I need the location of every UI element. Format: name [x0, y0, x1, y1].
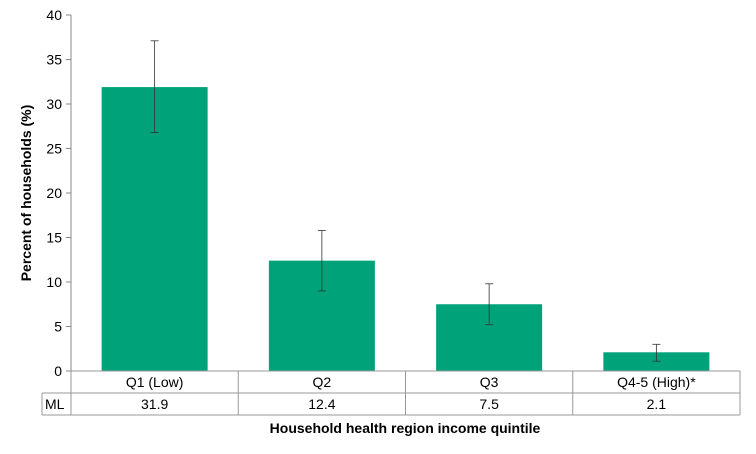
- category-label: Q1 (Low): [126, 374, 184, 390]
- y-tick-label: 40: [46, 7, 62, 23]
- bar-1: [101, 87, 208, 371]
- y-axis-title: Percent of households (%): [18, 105, 34, 282]
- y-tick-label: 20: [46, 185, 62, 201]
- error-bars-group: [150, 40, 661, 362]
- category-label: Q3: [480, 374, 499, 390]
- category-label: Q4-5 (High)*: [617, 374, 696, 390]
- x-axis-title: Household health region income quintile: [270, 420, 541, 436]
- table-value-cell: 31.9: [141, 396, 168, 412]
- y-tick-label: 25: [46, 141, 62, 157]
- table-value-cell: 12.4: [308, 396, 335, 412]
- bars-group: [101, 87, 710, 371]
- y-axis-ticks: 0 5 10 15 20 25 30 35 40: [46, 7, 71, 379]
- y-tick-label: 15: [46, 230, 62, 246]
- table-row-label: ML: [45, 396, 65, 412]
- table-value-cell: 7.5: [479, 396, 499, 412]
- y-tick-label: 5: [54, 319, 62, 335]
- data-table: Q1 (Low) Q2 Q3 Q4-5 (High)* ML 31.9 12.4 7.5 2.1: [41, 370, 741, 416]
- y-tick-label: 0: [54, 363, 62, 379]
- table-value-cell: 2.1: [647, 396, 667, 412]
- bar-4: [603, 352, 710, 371]
- y-tick-label: 35: [46, 52, 62, 68]
- y-tick-label: 10: [46, 274, 62, 290]
- category-label: Q2: [313, 374, 332, 390]
- y-tick-label: 30: [46, 96, 62, 112]
